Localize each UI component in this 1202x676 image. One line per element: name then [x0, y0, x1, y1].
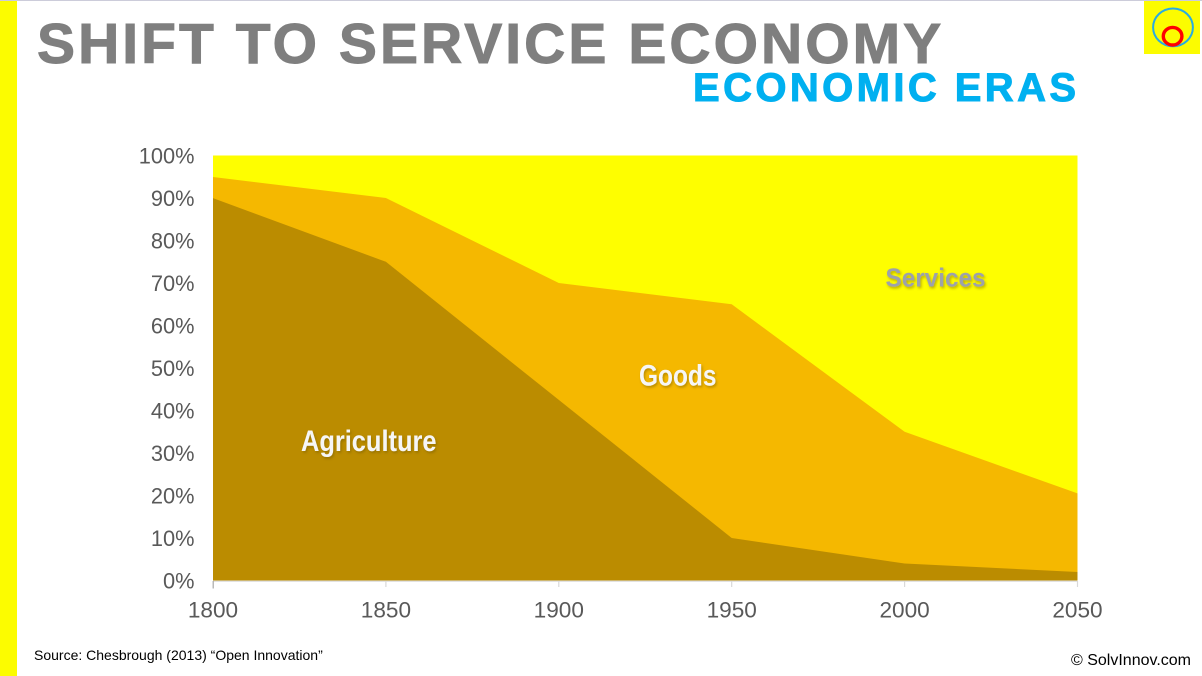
svg-text:2050: 2050	[1052, 598, 1102, 623]
svg-text:90%: 90%	[151, 186, 195, 211]
svg-text:Agriculture: Agriculture	[301, 425, 437, 458]
svg-text:2000: 2000	[879, 598, 929, 623]
svg-text:1900: 1900	[534, 598, 584, 623]
svg-text:1800: 1800	[188, 598, 238, 623]
svg-text:10%: 10%	[151, 526, 195, 551]
svg-text:1850: 1850	[361, 598, 411, 623]
svg-text:30%: 30%	[151, 441, 195, 466]
svg-text:80%: 80%	[151, 228, 195, 253]
svg-text:Services: Services	[886, 262, 986, 292]
svg-text:40%: 40%	[151, 398, 195, 423]
svg-text:60%: 60%	[151, 313, 195, 338]
svg-text:20%: 20%	[151, 483, 195, 508]
svg-text:70%: 70%	[151, 271, 195, 296]
svg-text:0%: 0%	[163, 568, 195, 593]
svg-text:1950: 1950	[707, 598, 757, 623]
svg-text:100%: 100%	[139, 143, 195, 168]
svg-text:50%: 50%	[151, 356, 195, 381]
svg-text:Goods: Goods	[639, 360, 717, 393]
